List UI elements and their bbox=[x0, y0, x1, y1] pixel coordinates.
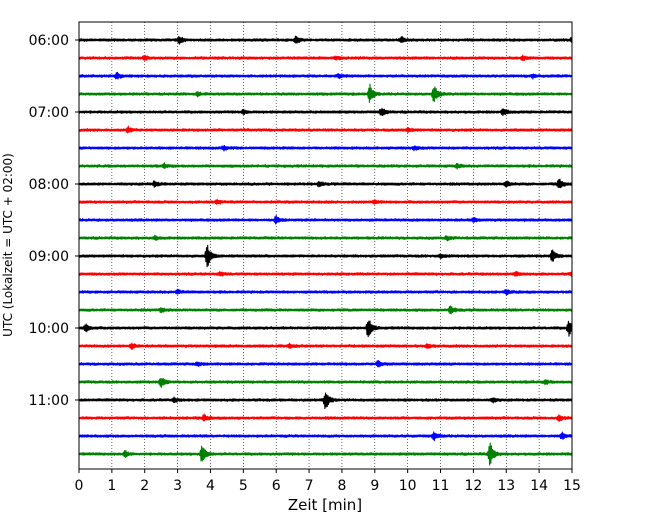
x-tick-label: 13 bbox=[497, 478, 515, 494]
x-tick-label: 15 bbox=[563, 478, 581, 494]
x-tick-label: 5 bbox=[239, 478, 248, 494]
seismic-trace bbox=[78, 144, 573, 152]
x-tick-label: 4 bbox=[206, 478, 215, 494]
x-axis-label: Zeit [min] bbox=[288, 496, 362, 514]
x-tick-label: 11 bbox=[432, 478, 450, 494]
y-axis-label: UTC (Lokalzeit = UTC + 02:00) bbox=[1, 153, 15, 337]
x-tick-label: 8 bbox=[337, 478, 346, 494]
y-tick-label: 08:00 bbox=[29, 177, 69, 193]
seismic-trace bbox=[78, 377, 573, 388]
seismic-trace bbox=[78, 413, 573, 422]
seismic-trace bbox=[78, 199, 573, 205]
seismic-trace bbox=[78, 442, 573, 466]
x-tick-label: 6 bbox=[272, 478, 281, 494]
x-tick-label: 12 bbox=[464, 478, 482, 494]
seismic-trace bbox=[78, 342, 573, 350]
x-tick-label: 3 bbox=[173, 478, 182, 494]
seismic-trace bbox=[78, 54, 573, 61]
seismic-trace bbox=[78, 178, 573, 189]
grid-lines bbox=[111, 22, 540, 469]
seismic-trace bbox=[78, 234, 573, 242]
x-tick-label: 7 bbox=[305, 478, 314, 494]
traces-group bbox=[78, 35, 573, 466]
seismic-trace bbox=[78, 320, 573, 338]
x-tick-label: 9 bbox=[370, 478, 379, 494]
plot-frame bbox=[78, 21, 573, 470]
seismic-trace bbox=[78, 244, 573, 268]
x-axis-ticks: 0 1 2 3 4 5 6 7 8 9 10 11 12 13 14 15 bbox=[75, 469, 581, 494]
seismic-trace bbox=[78, 431, 573, 442]
x-tick-label: 1 bbox=[107, 478, 116, 494]
x-tick-label: 0 bbox=[75, 478, 84, 494]
seismic-trace bbox=[78, 215, 573, 225]
y-tick-label: 11:00 bbox=[29, 393, 69, 409]
x-tick-label: 10 bbox=[399, 478, 417, 494]
seismic-trace bbox=[78, 35, 573, 45]
y-tick-label: 06:00 bbox=[29, 33, 69, 49]
seismic-trace bbox=[78, 305, 573, 315]
y-tick-label: 10:00 bbox=[29, 321, 69, 337]
seismic-trace bbox=[78, 107, 573, 117]
seismic-trace bbox=[78, 125, 573, 134]
y-tick-label: 09:00 bbox=[29, 249, 69, 265]
seismic-trace bbox=[78, 162, 573, 170]
y-tick-label: 07:00 bbox=[29, 105, 69, 121]
x-tick-label: 2 bbox=[140, 478, 149, 494]
seismic-trace bbox=[78, 270, 573, 277]
seismic-trace bbox=[78, 71, 573, 80]
seismic-trace bbox=[78, 359, 573, 368]
y-axis-ticks: 06:00 07:00 08:00 09:00 10:00 11:00 bbox=[29, 33, 79, 409]
seismic-trace bbox=[78, 288, 573, 296]
seismic-trace bbox=[78, 392, 573, 410]
x-tick-label: 14 bbox=[530, 478, 548, 494]
seismic-trace bbox=[78, 83, 573, 103]
